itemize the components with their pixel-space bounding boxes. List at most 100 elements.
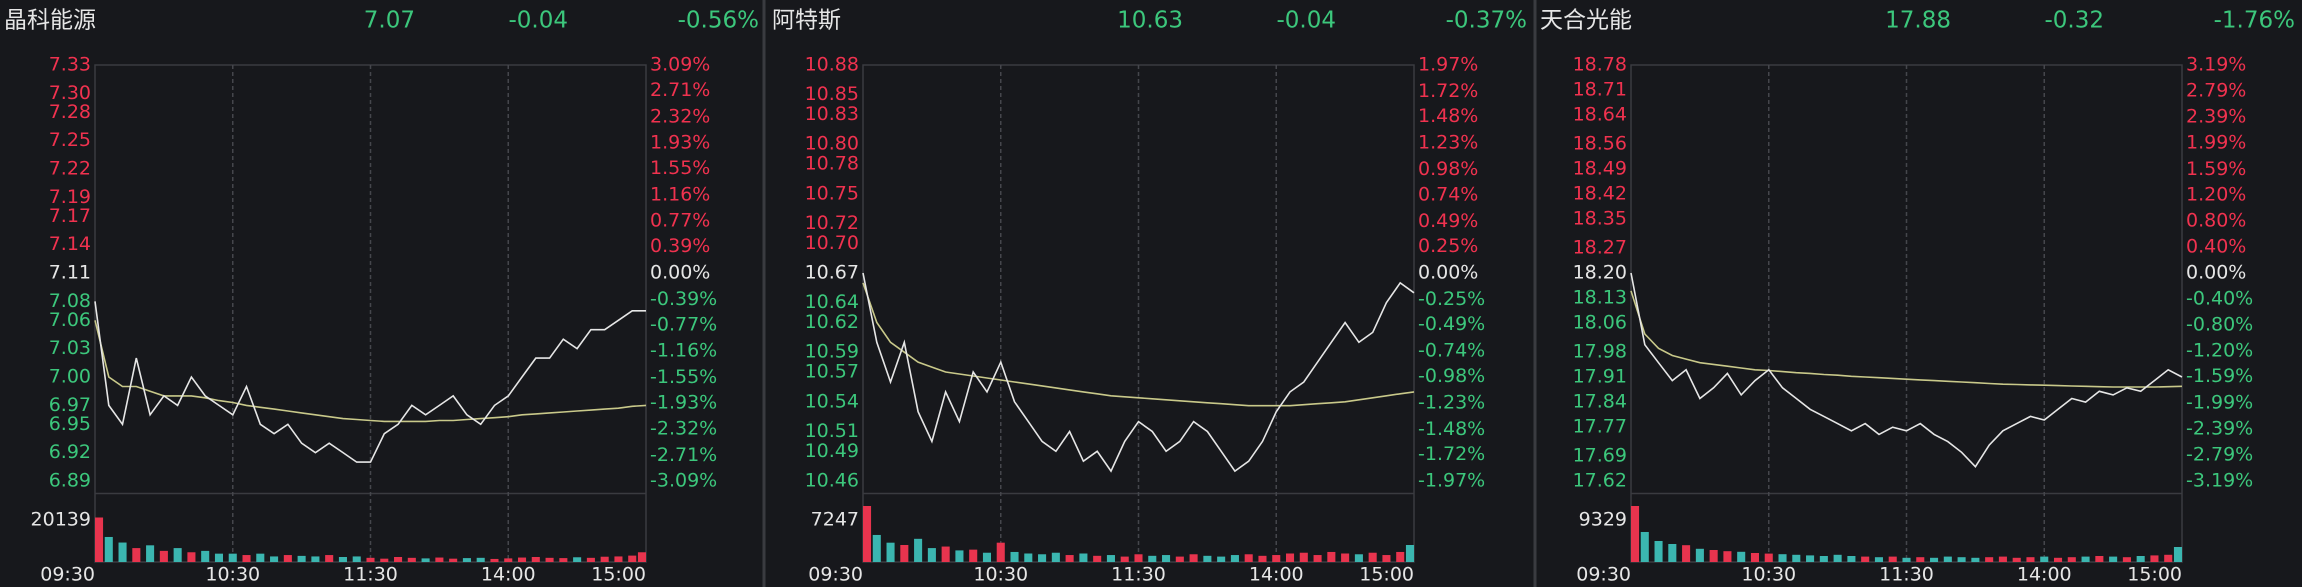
volume-bar [352, 556, 361, 562]
volume-bar [1230, 555, 1239, 562]
y2-tick-label: 0.40% [2186, 235, 2246, 257]
y2-tick-label: -2.32% [650, 418, 717, 440]
y-tick-label: 18.56 [1573, 132, 1627, 154]
volume-bar [1203, 555, 1212, 562]
volume-bar [996, 542, 1005, 562]
x-tick-label: 10:30 [973, 564, 1028, 586]
volume-bar [872, 534, 881, 562]
volume-bar [1120, 556, 1129, 562]
volume-bar [1162, 555, 1171, 562]
y-tick-label: 10.62 [805, 311, 859, 333]
volume-bar [1847, 555, 1856, 562]
volume-bar [476, 557, 485, 562]
volume-bar [173, 548, 182, 562]
volume-bar [394, 556, 403, 562]
y2-tick-label: -3.19% [2186, 470, 2253, 492]
volume-bar [338, 556, 347, 562]
volume-bar [1354, 554, 1363, 562]
percent-change: -0.56% [678, 8, 759, 34]
volume-bar [586, 557, 595, 562]
volume-bar [187, 552, 196, 562]
volume-bar [863, 506, 872, 562]
y-tick-label: 10.67 [805, 262, 859, 284]
y-tick-label: 18.20 [1573, 262, 1627, 284]
y2-tick-label: 0.39% [650, 235, 710, 257]
last-price: 17.88 [1885, 8, 1951, 34]
y-tick-label: 17.98 [1573, 340, 1627, 362]
y2-tick-label: -2.71% [650, 444, 717, 466]
y-tick-label: 7.17 [49, 205, 91, 227]
volume-bar [256, 553, 265, 562]
volume-bar [214, 553, 224, 562]
y2-tick-label: -0.80% [2186, 314, 2253, 336]
y2-tick-label: -1.20% [2186, 340, 2253, 362]
y2-tick-label: 1.20% [2186, 183, 2246, 205]
y2-tick-label: -0.74% [1418, 340, 1485, 362]
volume-bar [600, 556, 609, 562]
volume-bar [1106, 555, 1115, 562]
y-tick-label: 6.89 [49, 470, 91, 492]
volume-bar [421, 558, 430, 562]
last-price: 10.63 [1117, 8, 1183, 34]
volume-bar [1272, 555, 1281, 562]
volume-bar [1189, 554, 1198, 562]
y2-tick-label: -1.48% [1418, 418, 1485, 440]
volume-bar [1971, 557, 1980, 562]
volume-bar [2173, 546, 2182, 562]
y-tick-label: 7.19 [49, 186, 91, 208]
volume-bar [1134, 554, 1143, 562]
volume-bar [1299, 552, 1308, 562]
price-line [94, 301, 646, 463]
volume-bar [228, 553, 237, 562]
volume-bar [1024, 553, 1033, 562]
volume-bar [1750, 552, 1760, 562]
y-tick-label: 18.71 [1573, 79, 1627, 101]
y2-tick-label: -0.98% [1418, 365, 1485, 387]
volume-bar [1985, 557, 1994, 562]
volume-bar [1341, 553, 1350, 562]
x-tick-label: 15:00 [591, 564, 646, 586]
volume-bar [1217, 556, 1226, 562]
volume-bar [1723, 551, 1732, 562]
price-change: -0.04 [508, 8, 568, 34]
y-tick-label: 6.95 [49, 413, 91, 435]
volume-bar [311, 556, 320, 562]
y-tick-label: 18.49 [1573, 158, 1627, 180]
y-tick-label: 10.75 [805, 182, 859, 204]
y2-tick-label: 2.71% [650, 79, 710, 101]
volume-bar [2040, 556, 2049, 562]
volume-bar [1065, 555, 1074, 562]
y-tick-label: 10.78 [805, 153, 859, 175]
y2-tick-label: 2.79% [2186, 80, 2246, 102]
x-tick-label: 14:00 [2017, 564, 2072, 586]
volume-bar [517, 557, 527, 562]
y-tick-label: 10.83 [805, 103, 859, 125]
y2-tick-label: -0.25% [1418, 288, 1485, 310]
y2-tick-label: 1.93% [650, 132, 710, 154]
stock-name: 天合光能 [1540, 8, 1632, 34]
y-tick-label: 18.35 [1573, 208, 1627, 230]
volume-bar [1010, 551, 1019, 562]
volume-bar [132, 548, 141, 562]
price-change: -0.32 [2044, 8, 2104, 34]
y-tick-label: 7.00 [49, 366, 91, 388]
volume-bar [1709, 549, 1718, 562]
volume-bar [366, 557, 375, 562]
x-tick-label: 09:30 [40, 564, 95, 586]
y2-tick-label: 0.80% [2186, 209, 2246, 231]
volume-bar [955, 550, 964, 562]
volume-bar [1778, 554, 1787, 562]
y2-tick-label: -0.77% [650, 313, 717, 335]
y2-tick-label: 0.00% [1418, 262, 1478, 284]
x-tick-label: 09:30 [1576, 564, 1631, 586]
volume-bar [2026, 557, 2035, 562]
x-tick-label: 09:30 [808, 564, 863, 586]
volume-bar [982, 552, 992, 562]
volume-bar [1631, 506, 1640, 562]
y2-tick-label: -2.39% [2186, 417, 2253, 439]
volume-bar [407, 557, 416, 562]
average-line [94, 320, 647, 423]
y-tick-label: 18.42 [1573, 183, 1627, 205]
